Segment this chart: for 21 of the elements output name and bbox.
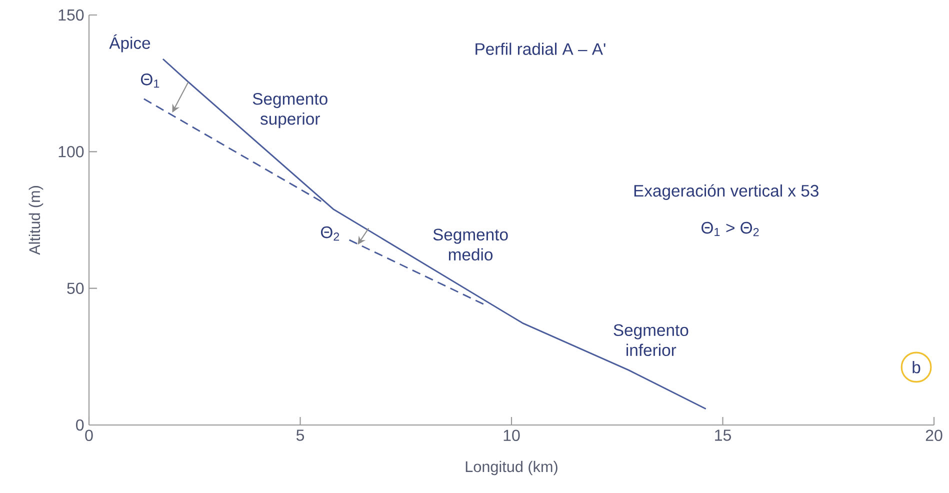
annotation: b bbox=[912, 361, 920, 374]
y-axis-title: Altitud (m) bbox=[28, 186, 44, 255]
x-axis-title: Longitud (km) bbox=[466, 460, 558, 476]
x-tick-label: 5 bbox=[296, 430, 304, 441]
y-tick-label: 150 bbox=[58, 9, 84, 21]
annotation: Segmento superior bbox=[252, 92, 328, 128]
annotation: Segmento medio bbox=[433, 228, 508, 261]
x-tick-label: 0 bbox=[85, 430, 93, 442]
annotation: Θ$_{1}$ > Θ$_{2}$ bbox=[702, 222, 759, 236]
x-tick-label: 10 bbox=[504, 430, 520, 442]
y-tick-label: 0 bbox=[76, 419, 84, 431]
annotation: Θ$_{1}$ bbox=[140, 74, 160, 88]
y-tick-label: 100 bbox=[58, 146, 84, 158]
annotation: Θ$_{2}$ bbox=[320, 226, 340, 241]
annotation: Exageración vertical x 53 bbox=[634, 184, 818, 200]
annotation: Ápice bbox=[109, 34, 150, 52]
text: Perfil radial A – A' bbox=[476, 42, 606, 55]
annotation: Segmento inferior bbox=[614, 324, 688, 356]
x-tick-label: 15 bbox=[715, 430, 731, 441]
x-tick-label: 20 bbox=[926, 430, 942, 442]
y-tick-label: 50 bbox=[67, 282, 84, 294]
